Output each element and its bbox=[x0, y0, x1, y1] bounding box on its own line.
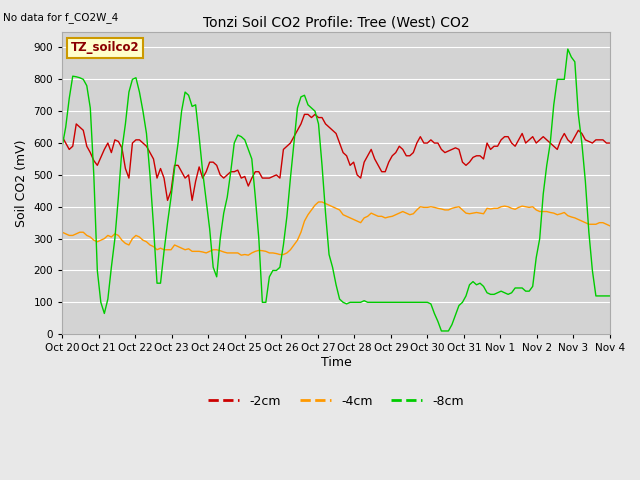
Legend: -2cm, -4cm, -8cm: -2cm, -4cm, -8cm bbox=[203, 390, 469, 413]
Y-axis label: Soil CO2 (mV): Soil CO2 (mV) bbox=[15, 139, 28, 227]
Text: TZ_soilco2: TZ_soilco2 bbox=[70, 41, 139, 54]
Text: No data for f_CO2W_4: No data for f_CO2W_4 bbox=[3, 12, 118, 23]
Title: Tonzi Soil CO2 Profile: Tree (West) CO2: Tonzi Soil CO2 Profile: Tree (West) CO2 bbox=[203, 15, 469, 29]
X-axis label: Time: Time bbox=[321, 356, 351, 369]
